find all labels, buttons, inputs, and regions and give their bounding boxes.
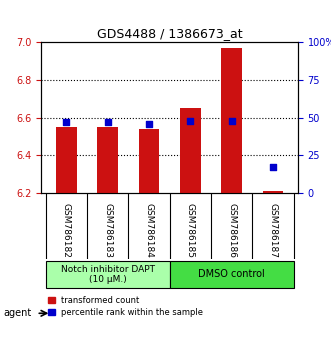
Point [270,165,276,170]
Bar [139,129,159,193]
Text: Notch inhibitor DAPT
(10 μM.): Notch inhibitor DAPT (10 μM.) [61,265,155,284]
Bar [221,48,242,193]
Text: DMSO control: DMSO control [198,269,265,279]
Bar [180,108,201,193]
Legend: transformed count, percentile rank within the sample: transformed count, percentile rank withi… [46,293,206,319]
Point [105,119,110,125]
Bar [97,127,118,193]
Bar [263,191,283,193]
FancyBboxPatch shape [170,261,294,288]
Text: GSM786183: GSM786183 [103,203,112,258]
Point [188,118,193,124]
Text: GSM786184: GSM786184 [144,203,154,258]
Text: GSM786182: GSM786182 [62,203,71,258]
Bar [56,127,76,193]
Text: agent: agent [3,308,31,318]
Text: GSM786187: GSM786187 [268,203,278,258]
Title: GDS4488 / 1386673_at: GDS4488 / 1386673_at [97,27,242,40]
Text: GSM786185: GSM786185 [186,203,195,258]
Point [229,118,234,124]
Point [146,121,152,127]
Point [64,119,69,125]
FancyBboxPatch shape [45,261,170,288]
Text: GSM786186: GSM786186 [227,203,236,258]
